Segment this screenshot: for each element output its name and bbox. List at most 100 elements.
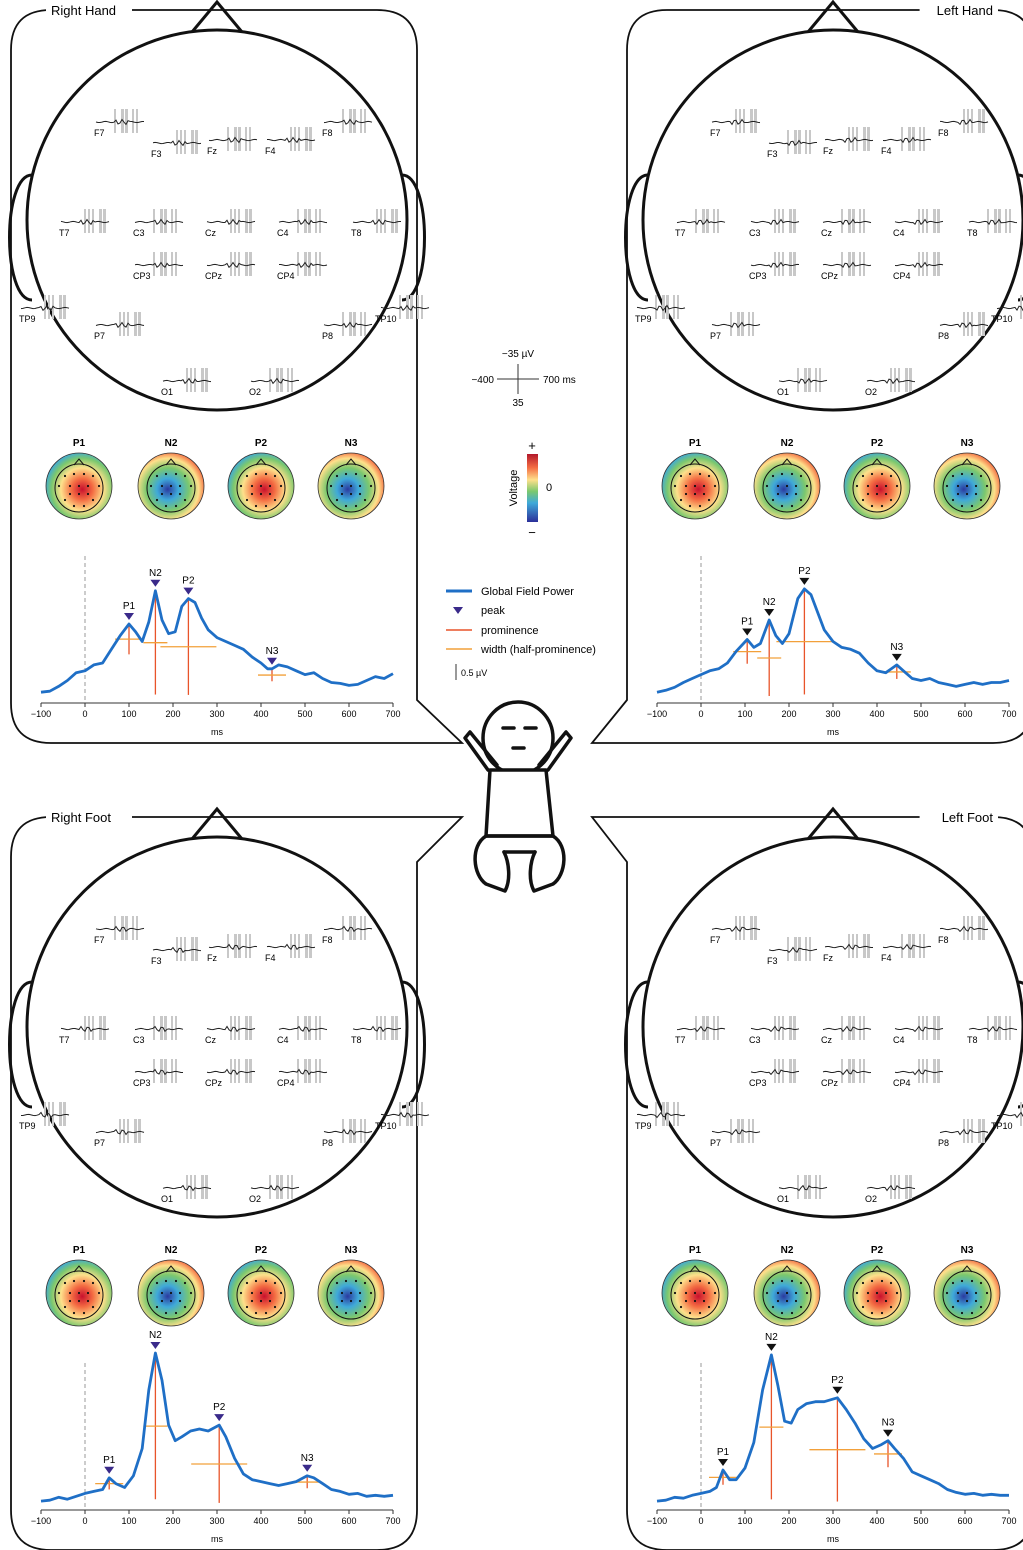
- topomap-electrode-dot: [369, 484, 373, 488]
- significance-bar: [673, 295, 675, 319]
- erp-trace: [968, 1025, 1018, 1033]
- electrode-p8: P8: [322, 1119, 373, 1148]
- significance-bar: [666, 1102, 669, 1126]
- significance-bar: [125, 916, 128, 940]
- electrode-t8: T8: [351, 209, 401, 238]
- topomap-head: [236, 463, 286, 513]
- topomap-electrode-dot: [250, 1299, 254, 1303]
- topomap-electrode-dot: [77, 492, 81, 496]
- significance-bar: [319, 252, 321, 276]
- electrode-c3: C3: [749, 1016, 800, 1045]
- significance-bar: [794, 937, 797, 961]
- erp-trace: [380, 1111, 430, 1119]
- significance-bar: [978, 109, 981, 133]
- significance-bar: [717, 1016, 719, 1040]
- electrode-label: T7: [675, 1035, 686, 1045]
- significance-bar: [421, 295, 423, 319]
- significance-bar: [848, 1016, 851, 1040]
- significance-bar: [706, 1016, 709, 1040]
- significance-bar: [908, 127, 911, 151]
- topomap-electrode-dot: [794, 1299, 798, 1303]
- topomap-electrode-dot: [68, 484, 72, 488]
- significance-bar: [1020, 1102, 1022, 1126]
- significance-bar: [982, 312, 985, 336]
- topomap-electrode-dot: [702, 492, 706, 496]
- topomap-electrode-dot: [344, 1311, 348, 1315]
- x-tick-label: 700: [1001, 1516, 1016, 1526]
- topomap-electrode-dot: [965, 1291, 969, 1295]
- topomap-electrode-dot: [363, 474, 367, 478]
- significance-bar: [309, 127, 312, 151]
- erp-trace: [750, 1068, 800, 1076]
- significance-bar: [971, 109, 973, 133]
- topomap-electrode-dot: [57, 1291, 61, 1295]
- electrode-label: O2: [249, 387, 261, 397]
- topomap-nose: [961, 1265, 973, 1273]
- significance-bar: [186, 368, 188, 392]
- peak-marker-p1: [742, 628, 753, 636]
- topomap-electrode-dot: [273, 1281, 277, 1285]
- topomap-nose: [345, 1265, 357, 1273]
- topomap-electrode-dot: [72, 472, 76, 476]
- significance-bar: [922, 1059, 924, 1083]
- topomap-electrode-dot: [91, 1305, 95, 1309]
- significance-bar: [184, 937, 186, 961]
- topomap-nose: [165, 1265, 177, 1273]
- significance-bar: [778, 1059, 780, 1083]
- significance-bar: [994, 209, 997, 233]
- significance-bar: [353, 312, 356, 336]
- significance-bar: [376, 209, 378, 233]
- significance-bar: [421, 1102, 423, 1126]
- topomap-head: [942, 1270, 992, 1320]
- electrode-f7: F7: [710, 109, 761, 138]
- peak-label-p2: P2: [182, 576, 195, 587]
- significance-bar: [908, 934, 911, 958]
- topomap-electrode-dot: [884, 1299, 888, 1303]
- electrode-label: F3: [151, 956, 162, 966]
- electrode-label: F7: [710, 935, 721, 945]
- electrode-p8: P8: [938, 312, 989, 341]
- electrode-label: TP9: [635, 314, 652, 324]
- x-tick-label: 100: [737, 1516, 752, 1526]
- significance-bar: [909, 368, 912, 392]
- erp-trace: [636, 304, 686, 312]
- topomap-electrode-dot: [785, 492, 789, 496]
- significance-bar: [894, 368, 896, 392]
- electrode-f4: F4: [881, 127, 932, 156]
- x-tick-label: 700: [385, 709, 400, 719]
- topomap-electrode-dot: [951, 498, 955, 502]
- significance-bar: [754, 916, 757, 940]
- significance-bar: [59, 295, 62, 319]
- significance-bar: [364, 312, 366, 336]
- electrode-label: TP9: [19, 314, 36, 324]
- topomap-electrode-dot: [875, 492, 879, 496]
- topomap-electrode-dot: [970, 504, 974, 508]
- significance-bar: [919, 127, 921, 151]
- erp-trace: [95, 925, 145, 933]
- legend-prominence: prominence: [481, 625, 538, 637]
- significance-bar: [315, 1016, 317, 1040]
- significance-bar: [230, 1016, 232, 1040]
- topomap-head: [762, 1270, 812, 1320]
- topomap-electrode-dot: [870, 1279, 874, 1283]
- electrode-tp9: TP9: [19, 295, 70, 324]
- topomap-electrode-dot: [160, 1299, 164, 1303]
- topomap-electrode-dot: [799, 474, 803, 478]
- significance-bar: [353, 916, 356, 940]
- significance-bar: [175, 1016, 177, 1040]
- topomap-electrode-dot: [183, 474, 187, 478]
- significance-bar: [750, 916, 753, 940]
- topomap-electrode-dot: [780, 504, 784, 508]
- topomap-nose: [871, 1265, 883, 1273]
- electrode-label: F3: [767, 149, 778, 159]
- topomap-electrode-dot: [776, 1299, 780, 1303]
- topomap-electrode-dot: [155, 1305, 159, 1309]
- topomap-electrode-dot: [264, 1311, 268, 1315]
- significance-bar: [809, 937, 811, 961]
- significance-bar: [238, 127, 241, 151]
- electrode-tp10: TP10: [991, 1102, 1023, 1131]
- significance-bar: [662, 295, 665, 319]
- significance-bar: [987, 1016, 989, 1040]
- topomap-head: [670, 463, 720, 513]
- electrode-label: Fz: [207, 146, 217, 156]
